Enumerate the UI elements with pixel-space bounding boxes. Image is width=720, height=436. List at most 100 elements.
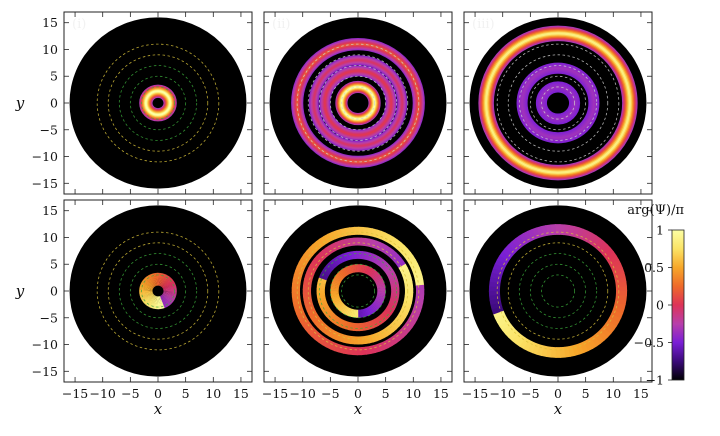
colorbar-tick-label: −1 [646, 373, 664, 388]
x-tick-label: −10 [290, 386, 316, 401]
y-tick-label: 0 [50, 284, 58, 299]
phase-ring-2 [316, 250, 400, 332]
y-axis-label: y [15, 94, 25, 112]
colorbar-tick-label: 0.5 [644, 260, 664, 275]
colorbar-tick-label: −0.5 [634, 335, 664, 350]
guide-circle-3 [118, 253, 198, 329]
guide-circle-5 [496, 43, 620, 163]
guide-circle-5 [496, 231, 620, 351]
guide-circle-4 [507, 242, 609, 340]
guide-circle-4 [107, 242, 209, 340]
x-tick-label: 10 [405, 386, 421, 401]
guide-circle-3 [118, 65, 198, 141]
x-tick-label: −10 [90, 386, 116, 401]
colorbar-gradient [671, 229, 685, 381]
x-tick-label: 15 [633, 386, 649, 401]
guide-circle-5 [296, 231, 420, 351]
phase-ring-1 [330, 264, 386, 318]
guide-circle-1 [341, 274, 375, 308]
y-tick-label: 0 [50, 96, 58, 111]
x-tick-label: 0 [354, 386, 362, 401]
guide-circle-3 [518, 65, 598, 141]
x-tick-label: −5 [321, 386, 339, 401]
guide-circle-4 [507, 54, 609, 152]
panel-label: (i) [72, 17, 86, 32]
y-tick-label: −10 [32, 149, 58, 164]
density-ring-1 [144, 90, 172, 116]
domain-disk [69, 17, 247, 189]
x-tick-label: 10 [605, 386, 621, 401]
guide-circle-5 [96, 231, 220, 351]
density-ring-3 [485, 32, 631, 174]
phase-ring-1 [139, 272, 177, 310]
guide-circle-2 [329, 263, 387, 319]
guide-circle-4 [307, 54, 409, 152]
phase-ring-4 [291, 226, 425, 356]
colorbar-tick-label: 0 [656, 298, 664, 313]
guide-circle-1 [541, 86, 575, 120]
guide-circle-2 [129, 263, 187, 319]
guide-circle-1 [141, 86, 175, 120]
y-tick-label: 5 [50, 257, 58, 272]
guide-circle-1 [341, 86, 375, 120]
colorbar-title: arg(Ψ)/π [627, 203, 684, 218]
x-tick-label: −15 [462, 386, 488, 401]
x-tick-label: −10 [490, 386, 516, 401]
y-axis-label: y [15, 282, 25, 300]
x-axis-label: x [354, 400, 363, 418]
x-axis-label: x [554, 400, 563, 418]
x-tick-label: 5 [182, 386, 190, 401]
guide-circle-4 [107, 54, 209, 152]
panel-label: (ii) [272, 17, 290, 32]
panel-r1-c2: (ii) [263, 11, 453, 195]
y-tick-label: 10 [42, 230, 58, 245]
y-tick-label: 10 [42, 42, 58, 57]
y-tick-label: −10 [32, 337, 58, 352]
x-tick-label: 15 [433, 386, 449, 401]
density-ring-2 [324, 70, 392, 136]
x-tick-label: −15 [62, 386, 88, 401]
domain-disk [69, 205, 247, 377]
colorbar-tick-label: 1 [656, 223, 664, 238]
guide-circle-4 [307, 242, 409, 340]
panel-label: (iii) [472, 17, 495, 32]
x-tick-label: 5 [582, 386, 590, 401]
x-tick-label: −5 [121, 386, 139, 401]
colorbar: 1 0.5 0 −0.5 −1 arg(Ψ)/π [627, 203, 684, 388]
y-tick-label: −15 [32, 176, 58, 191]
x-tick-label: 0 [554, 386, 562, 401]
guide-circle-2 [129, 75, 187, 131]
x-tick-label: 0 [154, 386, 162, 401]
guide-circle-5 [296, 43, 420, 163]
guide-circle-2 [329, 75, 387, 131]
panel-r1-c3: (iii) [463, 11, 653, 195]
x-axis-label: x [154, 400, 163, 418]
guide-circle-5 [96, 43, 220, 163]
domain-disk [469, 17, 647, 189]
density-ring-3 [313, 59, 403, 147]
x-tick-label: 10 [205, 386, 221, 401]
guide-circle-1 [141, 274, 175, 308]
guide-circle-3 [318, 253, 398, 329]
y-tick-label: −5 [40, 310, 58, 325]
guide-circle-1 [541, 274, 575, 308]
y-tick-label: 15 [42, 203, 58, 218]
density-ring-2 [521, 67, 595, 139]
y-tick-label: 15 [42, 15, 58, 30]
guide-circle-2 [529, 75, 587, 131]
panel-r1-c1: 15 10 5 0 −5 −10 −15 y (i) [15, 11, 253, 195]
y-tick-label: −5 [40, 122, 58, 137]
guide-circle-2 [529, 263, 587, 319]
panel-r2-c3: −15 −10 −5 0 5 10 15 x [462, 199, 653, 418]
x-tick-label: 5 [382, 386, 390, 401]
y-tick-label: −15 [32, 364, 58, 379]
x-tick-label: −5 [521, 386, 539, 401]
panel-r2-c2: −15 −10 −5 0 5 10 15 x [262, 199, 453, 418]
phase-ring-3 [302, 237, 414, 345]
x-tick-label: 15 [233, 386, 249, 401]
y-tick-label: 5 [50, 69, 58, 84]
guide-circle-3 [518, 253, 598, 329]
